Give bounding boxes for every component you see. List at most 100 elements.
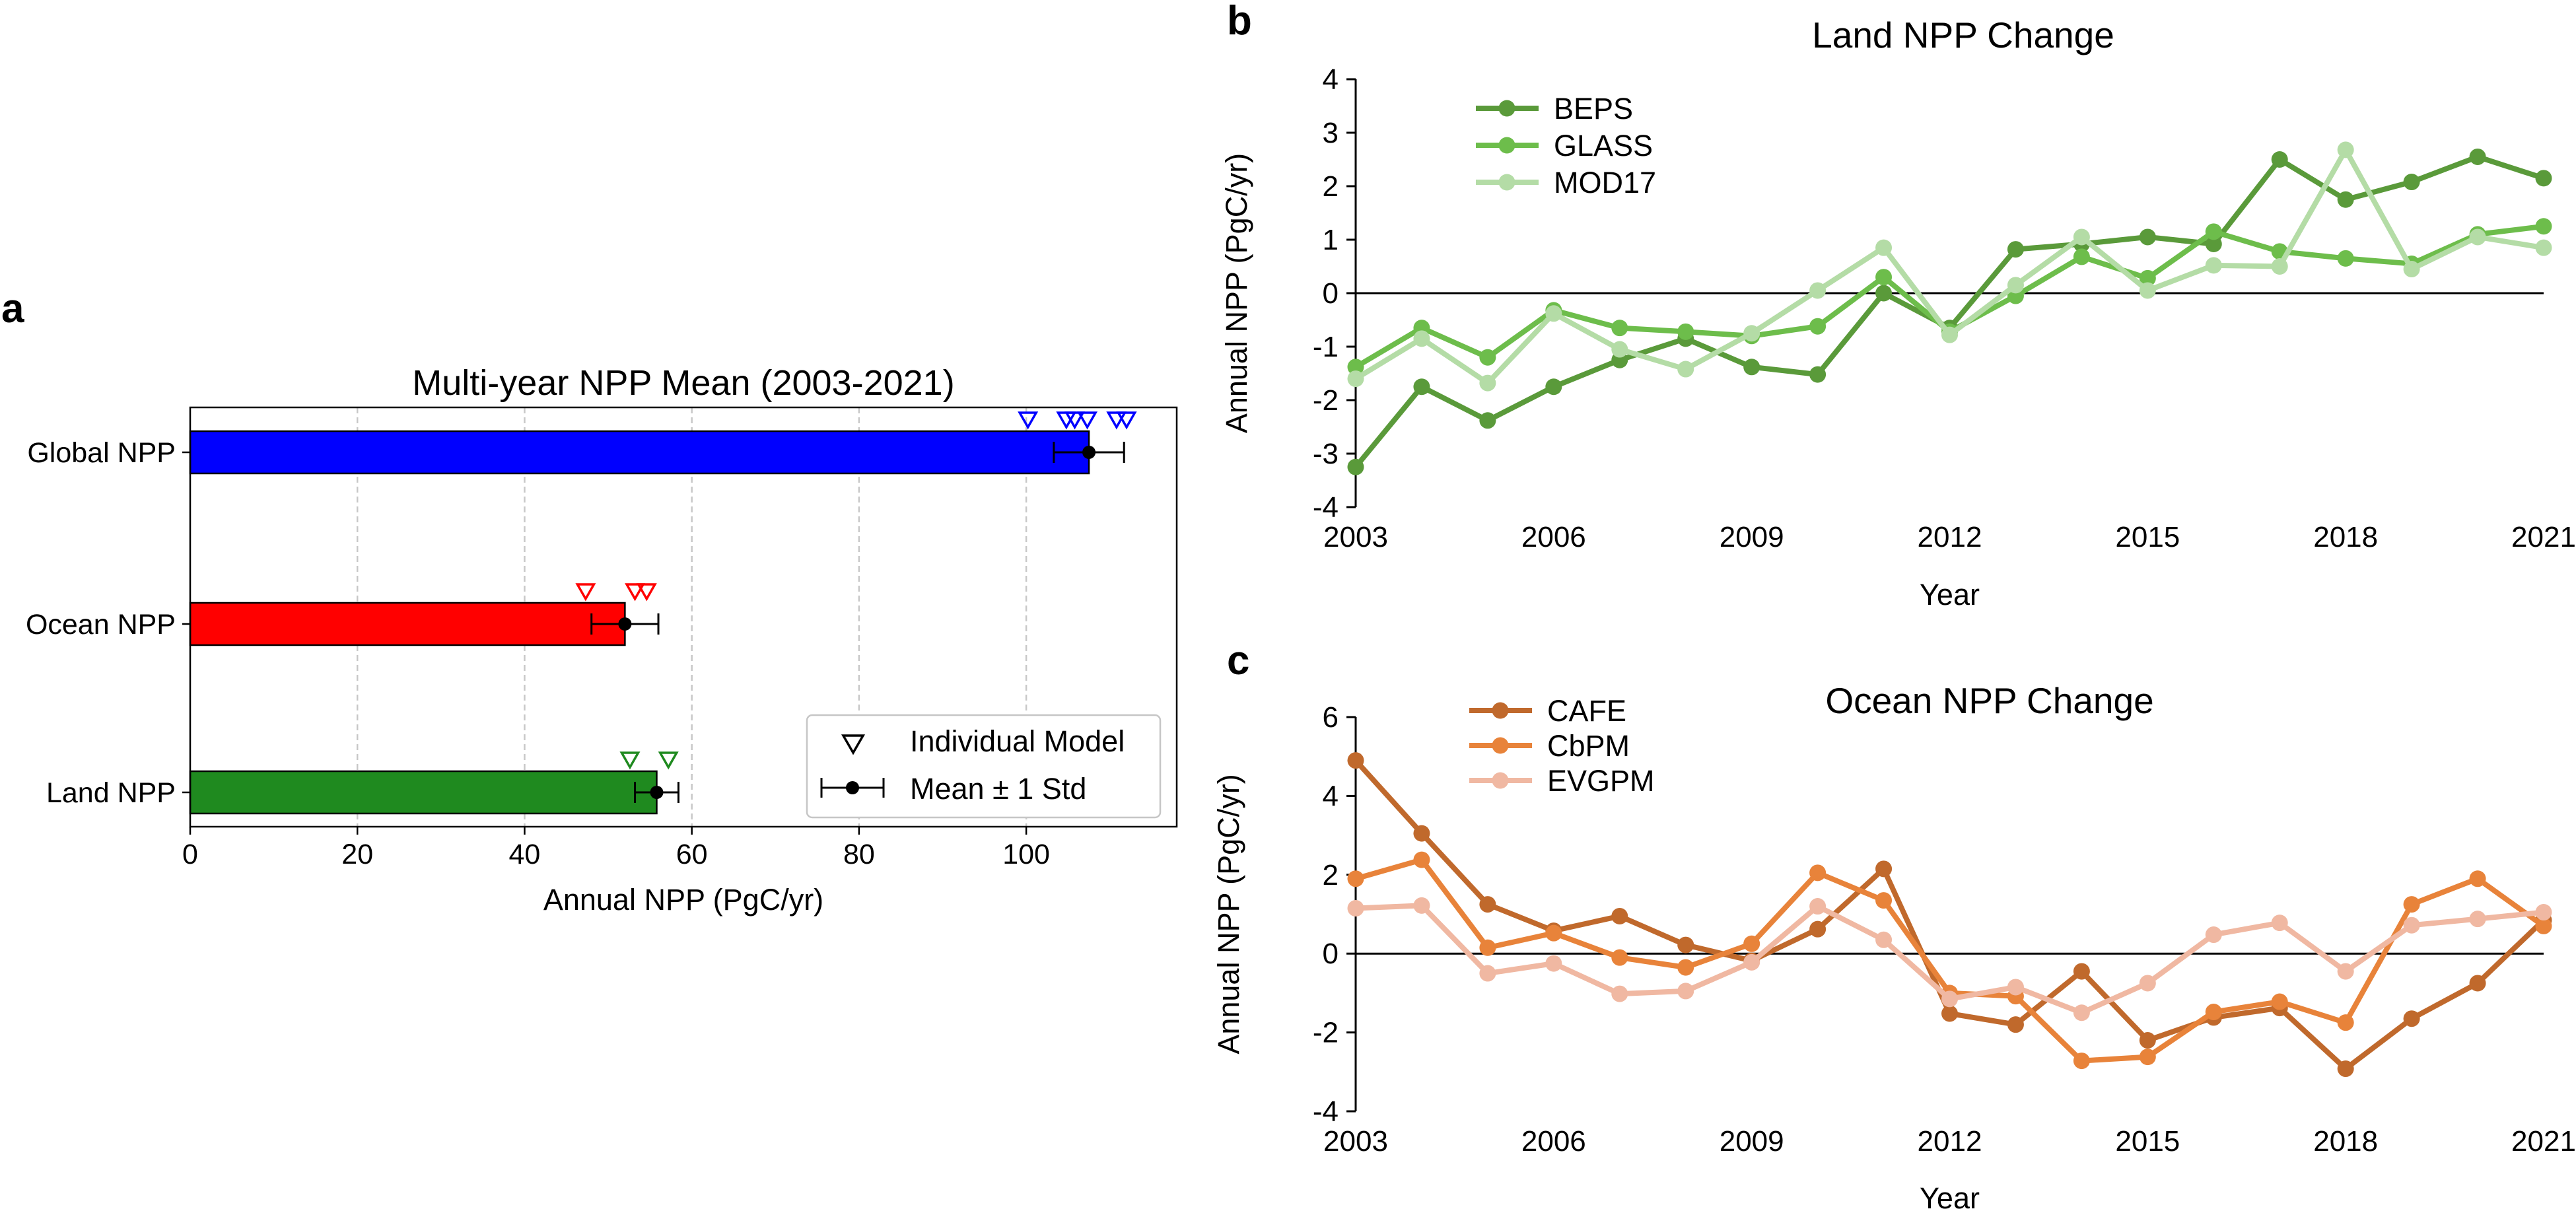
data-point xyxy=(1347,900,1364,917)
x-tick-label: 2018 xyxy=(2313,521,2378,553)
data-point xyxy=(2073,228,2090,246)
data-point xyxy=(1479,374,1496,392)
data-point xyxy=(2073,963,2090,980)
data-point xyxy=(2469,975,2486,992)
data-point xyxy=(1611,320,1628,337)
legend-label: Mean ± 1 Std xyxy=(910,772,1086,806)
individual-model-marker xyxy=(1077,411,1098,430)
data-point xyxy=(1677,323,1694,340)
data-point xyxy=(2139,282,2156,299)
individual-model-marker xyxy=(1116,411,1137,430)
data-point xyxy=(1347,458,1364,475)
series-mod17 xyxy=(1347,141,2552,392)
individual-model-marker xyxy=(1064,411,1086,430)
legend-marker xyxy=(1498,137,1515,154)
x-tick-label: 2021 xyxy=(2511,521,2576,553)
y-tick-label: -4 xyxy=(1313,491,1339,524)
data-point xyxy=(1347,870,1364,887)
panel-letter-c: c xyxy=(1227,638,1250,683)
y-tick-label: 0 xyxy=(1323,938,1339,970)
x-tick-label: 0 xyxy=(182,839,198,870)
data-point xyxy=(2205,223,2222,240)
data-point xyxy=(1479,412,1496,429)
data-point xyxy=(1611,907,1628,924)
x-tick-label: 2021 xyxy=(2511,1125,2576,1158)
legend-marker xyxy=(1498,100,1515,117)
series-line xyxy=(1354,223,2544,370)
data-point xyxy=(1809,920,1827,938)
y-tick-label: -4 xyxy=(1313,1095,1339,1128)
data-point xyxy=(2535,917,2552,934)
data-point xyxy=(2205,257,2222,274)
legend-label: CbPM xyxy=(1547,729,1630,763)
chart-title: Multi-year NPP Mean (2003-2021) xyxy=(412,363,954,403)
data-point xyxy=(2469,148,2486,165)
series-cafe xyxy=(1347,752,2552,1078)
data-point xyxy=(2403,174,2420,191)
y-tick-label: Land NPP xyxy=(46,777,176,809)
data-point xyxy=(2403,261,2420,278)
data-point xyxy=(2007,241,2024,258)
data-point xyxy=(1347,752,1364,769)
data-point xyxy=(2007,979,2024,996)
data-point xyxy=(2403,1010,2420,1027)
data-point xyxy=(2337,191,2354,208)
data-point xyxy=(1809,898,1827,915)
legend-label: BEPS xyxy=(1554,92,1633,125)
y-tick-label: 2 xyxy=(1323,859,1339,891)
data-point xyxy=(1941,1005,1958,1022)
data-point xyxy=(1479,939,1496,956)
x-tick-label: 80 xyxy=(843,839,875,870)
data-point xyxy=(1677,936,1694,953)
legend-marker xyxy=(1492,737,1509,754)
data-point xyxy=(1545,305,1562,322)
data-point xyxy=(1743,935,1760,952)
data-point xyxy=(1413,378,1430,396)
x-tick-label: 2003 xyxy=(1323,521,1388,553)
individual-model-marker xyxy=(636,583,657,602)
y-tick-label: Ocean NPP xyxy=(26,609,176,640)
x-tick-label: 2009 xyxy=(1720,521,1784,553)
x-tick-label: 20 xyxy=(341,839,373,870)
data-point xyxy=(1743,359,1760,376)
y-axis-label: Annual NPP (PgC/yr) xyxy=(1212,774,1245,1054)
x-tick-label: 40 xyxy=(509,839,541,870)
data-point xyxy=(2007,277,2024,294)
data-point xyxy=(2073,1053,2090,1070)
data-point xyxy=(2007,1016,2024,1033)
data-point xyxy=(1677,959,1694,976)
y-tick-label: -2 xyxy=(1313,384,1339,417)
x-tick-label: 2012 xyxy=(1918,1125,1982,1158)
legend-marker xyxy=(1492,702,1509,719)
y-tick-label: -3 xyxy=(1313,438,1339,470)
legend-marker xyxy=(1492,772,1509,789)
y-tick-label: -2 xyxy=(1313,1017,1339,1049)
data-point xyxy=(2205,235,2222,252)
data-point xyxy=(2271,993,2288,1010)
x-axis-label: Annual NPP (PgC/yr) xyxy=(543,883,823,917)
data-point xyxy=(1875,269,1893,286)
legend-box xyxy=(806,714,1162,819)
individual-model-marker xyxy=(1018,411,1039,430)
mean-marker xyxy=(1082,446,1096,459)
bar xyxy=(189,770,658,815)
data-point xyxy=(1611,985,1628,1002)
chart-title: Ocean NPP Change xyxy=(1825,680,2153,721)
data-point xyxy=(1611,949,1628,966)
data-point xyxy=(1347,370,1364,388)
data-point xyxy=(1875,860,1893,878)
data-point xyxy=(1413,897,1430,914)
individual-model-marker xyxy=(619,751,641,770)
series-line xyxy=(1354,758,2546,1072)
series-glass xyxy=(1347,218,2552,376)
data-point xyxy=(1875,285,1893,302)
data-point xyxy=(1545,955,1562,972)
panel-letter-b: b xyxy=(1227,0,1252,44)
data-point xyxy=(2469,228,2486,246)
data-point xyxy=(1479,965,1496,982)
data-point xyxy=(1743,953,1760,971)
data-point xyxy=(2073,1004,2090,1021)
